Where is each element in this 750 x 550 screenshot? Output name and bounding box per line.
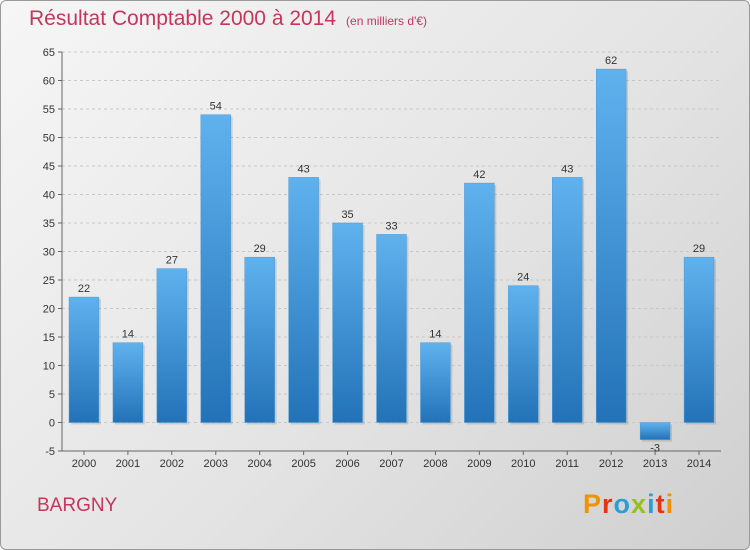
bar [156, 268, 188, 423]
y-tick-label: 0 [49, 418, 55, 430]
data-label: 14 [429, 329, 441, 341]
x-tick-label: 2003 [204, 458, 228, 470]
logo-letter: x [631, 489, 648, 519]
x-tick-label: 2004 [247, 458, 271, 470]
logo-letter: o [613, 489, 632, 519]
x-tick-label: 2010 [511, 458, 535, 470]
bars [68, 68, 716, 442]
bar [508, 285, 539, 423]
unit-note: (en milliers d'€) [346, 14, 428, 28]
data-label: 62 [605, 55, 617, 67]
data-label: 43 [298, 163, 310, 175]
x-tick-label: 2009 [467, 458, 491, 470]
data-label: -3 [650, 443, 660, 455]
data-label: 33 [385, 220, 397, 232]
bar [112, 342, 144, 423]
data-label: 27 [166, 255, 178, 267]
x-tick-label: 2012 [599, 458, 623, 470]
x-tick-label: 2001 [116, 458, 140, 470]
x-tick-label: 2002 [160, 458, 184, 470]
x-tick-label: 2013 [643, 458, 667, 470]
data-label: 43 [561, 163, 573, 175]
axes [58, 51, 721, 455]
bar [68, 296, 100, 423]
x-tick-label: 2000 [72, 458, 96, 470]
x-tick-label: 2008 [423, 458, 447, 470]
y-tick-label: 20 [43, 304, 55, 316]
y-tick-label: 65 [43, 47, 55, 59]
bar [639, 422, 671, 440]
x-tick-label: 2011 [555, 458, 579, 470]
data-label: 35 [341, 209, 353, 221]
labels: -5 0 5 10 15 20 25 30 35 40 45 50 55 60 65 22 2000 14 2001… [43, 47, 712, 470]
bar [464, 182, 495, 423]
data-label: 29 [254, 243, 266, 255]
x-tick-label: 2005 [291, 458, 315, 470]
logo-letter: r [602, 489, 614, 519]
y-tick-label: 15 [43, 332, 55, 344]
logo-letter: i [647, 489, 656, 519]
y-tick-label: 40 [43, 190, 55, 202]
data-label: 29 [693, 243, 705, 255]
y-tick-label: 60 [43, 76, 55, 88]
y-tick-label: 55 [43, 104, 55, 116]
y-tick-label: 50 [43, 133, 55, 145]
y-tick-label: 35 [43, 218, 55, 230]
bar [288, 177, 319, 423]
bar [552, 177, 583, 423]
town-name: BARGNY [37, 495, 118, 516]
y-tick-label: 45 [43, 161, 55, 173]
bar [595, 68, 627, 423]
x-tick-label: 2006 [335, 458, 359, 470]
chart-title-text: Résultat Comptable 2000 à 2014 [29, 7, 337, 30]
y-tick-label: 10 [43, 361, 55, 373]
x-tick-label: 2007 [379, 458, 403, 470]
y-tick-label: 25 [43, 275, 55, 287]
data-label: 14 [122, 329, 134, 341]
data-label: 54 [210, 101, 222, 113]
bar [420, 342, 451, 423]
logo-letter: i [665, 489, 675, 519]
y-tick-label: -5 [45, 446, 55, 458]
logo-letter: t [655, 489, 666, 519]
x-tick-label: 2014 [687, 458, 711, 470]
bar [376, 234, 407, 423]
bar [332, 222, 363, 423]
data-label: 42 [473, 169, 485, 181]
proxiti-logo: Proxiti [583, 489, 674, 520]
y-tick-label: 5 [49, 389, 55, 401]
data-label: 24 [517, 272, 529, 284]
chart-title: Résultat Comptable 2000 à 2014 (en millie… [29, 7, 427, 31]
logo-letter: P [583, 489, 603, 519]
y-tick-label: 30 [43, 247, 55, 259]
bar [244, 256, 275, 423]
data-label: 22 [78, 283, 90, 295]
bar [683, 256, 715, 423]
bar [200, 114, 231, 423]
